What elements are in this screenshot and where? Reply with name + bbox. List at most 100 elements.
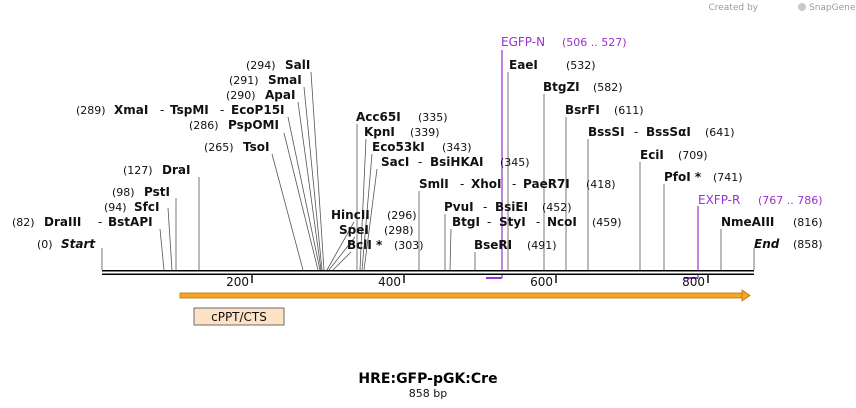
enzyme-position: (294) <box>246 59 276 72</box>
enzyme-label[interactable]: StyI <box>499 215 526 229</box>
enzyme-label[interactable]: SpeI <box>339 223 369 237</box>
enzyme-position: (345) <box>500 156 530 169</box>
enzyme-position: (335) <box>418 111 448 124</box>
enzyme-label[interactable]: BsiHKAI <box>430 155 484 169</box>
primer-label[interactable]: EGFP-N <box>501 35 545 49</box>
separator-dash: - <box>98 215 102 229</box>
enzyme-position: (303) <box>394 239 424 252</box>
enzyme-label[interactable]: SfcI <box>134 200 159 214</box>
enzyme-position: (452) <box>542 201 572 214</box>
enzyme-position: (709) <box>678 149 708 162</box>
ruler-tick-label: 200 <box>226 275 249 289</box>
end-position: (858) <box>793 238 823 251</box>
primer-range: (767 .. 786) <box>758 194 823 207</box>
feature-label: cPPT/CTS <box>211 310 267 324</box>
enzyme-label[interactable]: Acc65I <box>356 110 401 124</box>
separator-dash: - <box>220 103 224 117</box>
primer-label[interactable]: EXFP-R <box>698 193 740 207</box>
sequence-length: 858 bp <box>409 387 447 400</box>
enzyme-position: (491) <box>527 239 557 252</box>
primer-markers <box>486 50 699 279</box>
enzyme-label[interactable]: Eco53kI <box>372 140 425 154</box>
separator-dash: - <box>634 125 638 139</box>
primer-range: (506 .. 527) <box>562 36 627 49</box>
enzyme-label[interactable]: DraI <box>162 163 190 177</box>
enzyme-position: (127) <box>123 164 153 177</box>
enzyme-label[interactable]: EaeI <box>509 58 538 72</box>
enzyme-position: (611) <box>614 104 644 117</box>
separator-dash: - <box>512 177 516 191</box>
enzyme-position: (82) <box>12 216 35 229</box>
feature-label-box[interactable] <box>193 307 285 326</box>
enzyme-label[interactable]: SmaI <box>268 73 302 87</box>
start-position: (0) <box>37 238 53 251</box>
start-label: Start <box>61 237 96 251</box>
ruler-tick-label: 400 <box>378 275 401 289</box>
enzyme-position: (741) <box>713 171 743 184</box>
enzyme-label[interactable]: KpnI <box>364 125 395 139</box>
ruler-tick-label: 600 <box>530 275 553 289</box>
enzyme-label[interactable]: TsoI <box>243 140 269 154</box>
enzyme-position: (98) <box>112 186 135 199</box>
enzyme-label[interactable]: NcoI <box>547 215 577 229</box>
enzyme-label[interactable]: BsrFI <box>565 103 600 117</box>
separator-dash: - <box>483 200 487 214</box>
enzyme-labels: (82) DraIII - BstAPI (94) SfcI (98) PstI… <box>12 58 823 252</box>
enzyme-position: (286) <box>189 119 219 132</box>
enzyme-label[interactable]: XmaI <box>114 103 148 117</box>
enzyme-label[interactable]: TspMI <box>170 103 209 117</box>
enzyme-label[interactable]: PaeR7I <box>523 177 570 191</box>
enzyme-label[interactable]: XhoI <box>471 177 502 191</box>
enzyme-position: (343) <box>442 141 472 154</box>
enzyme-label[interactable]: BtgZI <box>543 80 580 94</box>
enzyme-position: (296) <box>387 209 417 222</box>
leader-lines <box>101 71 755 271</box>
separator-dash: - <box>418 155 422 169</box>
enzyme-position: (291) <box>229 74 259 87</box>
enzyme-label[interactable]: ApaI <box>265 88 295 102</box>
enzyme-label[interactable]: NmeAIII <box>721 215 774 229</box>
enzyme-label[interactable]: DraIII <box>44 215 81 229</box>
enzyme-label[interactable]: BsiEI <box>495 200 528 214</box>
enzyme-position: (418) <box>586 178 616 191</box>
enzyme-position: (94) <box>104 201 127 214</box>
enzyme-label[interactable]: PfoI * <box>664 170 702 184</box>
enzyme-label[interactable]: PstI <box>144 185 170 199</box>
feature-arrowhead-icon <box>741 289 751 302</box>
ruler-tick-label: 800 <box>682 275 705 289</box>
end-label: End <box>754 237 780 251</box>
enzyme-label[interactable]: BstAPI <box>108 215 153 229</box>
enzyme-position: (816) <box>793 216 823 229</box>
snapgene-credit: Created by SnapGene <box>708 3 856 13</box>
separator-dash: - <box>487 215 491 229</box>
enzyme-label[interactable]: SacI <box>381 155 409 169</box>
enzyme-label[interactable]: BssSαI <box>646 125 691 139</box>
feature-cppt-cts[interactable]: cPPT/CTS <box>179 289 751 326</box>
enzyme-label[interactable]: BssSI <box>588 125 625 139</box>
enzyme-label[interactable]: PspOMI <box>228 118 279 132</box>
enzyme-position: (339) <box>410 126 440 139</box>
enzyme-label[interactable]: EciI <box>640 148 664 162</box>
enzyme-position: (641) <box>705 126 735 139</box>
enzyme-label[interactable]: BclI * <box>347 238 383 252</box>
enzyme-label[interactable]: BtgI <box>452 215 480 229</box>
enzyme-position: (265) <box>204 141 234 154</box>
enzyme-label[interactable]: HincII <box>331 208 370 222</box>
enzyme-label[interactable]: BseRI <box>474 238 512 252</box>
separator-dash: - <box>160 103 164 117</box>
separator-dash: - <box>536 215 540 229</box>
feature-arrow[interactable] <box>179 292 743 299</box>
sequence-backbone <box>102 270 754 275</box>
enzyme-label[interactable]: PvuI <box>444 200 474 214</box>
enzyme-position: (532) <box>566 59 596 72</box>
ruler: 200 400 600 800 <box>226 275 709 289</box>
enzyme-label[interactable]: SalI <box>285 58 310 72</box>
primer-labels: EGFP-N (506 .. 527) EXFP-R (767 .. 786) <box>501 35 823 207</box>
snapgene-brand-text: SnapGene <box>809 3 856 13</box>
enzyme-label[interactable]: SmlI <box>419 177 449 191</box>
enzyme-position: (290) <box>226 89 256 102</box>
map-title: HRE:GFP-pGK:Cre 858 bp <box>358 371 497 400</box>
enzyme-label[interactable]: EcoP15I <box>231 103 285 117</box>
created-by-text: Created by <box>708 3 758 13</box>
